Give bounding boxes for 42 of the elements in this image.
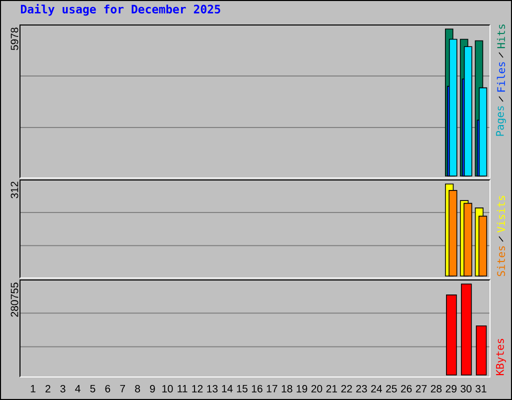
x-tick-label: 13 — [207, 385, 218, 392]
x-tick-label: 4 — [75, 385, 80, 392]
x-tick-label: 9 — [150, 385, 155, 392]
x-tick-label: 20 — [311, 385, 322, 392]
legend-label: Files — [496, 62, 506, 92]
bar — [464, 202, 472, 276]
x-tick-label: 29 — [446, 385, 456, 392]
x-tick-label: 11 — [178, 385, 188, 392]
x-tick-label: 30 — [460, 385, 472, 392]
x-tick-label: 24 — [371, 385, 382, 392]
x-tick-label: 26 — [401, 385, 412, 392]
x-tick-label: 14 — [222, 385, 233, 392]
x-tick-label: 18 — [282, 385, 292, 392]
x-tick-label: 12 — [192, 385, 203, 392]
x-tick-label: 22 — [341, 385, 352, 392]
x-tick-label: 17 — [266, 385, 278, 392]
x-tick-label: 6 — [105, 385, 110, 392]
legend-label: Pages — [496, 106, 506, 136]
text: 280755 — [10, 282, 18, 317]
x-tick-label: 28 — [430, 385, 442, 392]
text: 312 — [10, 182, 18, 198]
x-tick-label: 3 — [60, 385, 66, 392]
chart-title: Daily usage for December 2025 — [20, 4, 220, 16]
x-tick-label: 23 — [356, 385, 367, 392]
x-tick-label: 27 — [416, 385, 427, 392]
x-tick-label: 25 — [386, 385, 397, 392]
x-tick-label: 8 — [135, 385, 140, 392]
legend-label: Sites — [496, 246, 506, 276]
text: KBytes — [496, 338, 506, 376]
x-tick-label: 2 — [46, 385, 50, 392]
x-tick-label: 7 — [120, 385, 125, 392]
x-tick-label: 21 — [326, 385, 337, 392]
x-tick-label: 16 — [252, 385, 262, 392]
text: Visits — [496, 196, 506, 232]
text: Hits — [496, 24, 506, 48]
x-tick-label: 5 — [90, 385, 96, 392]
x-tick-label: 1 — [30, 385, 36, 392]
text: 5978 — [10, 28, 18, 50]
x-tick-label: 31 — [476, 385, 486, 392]
x-tick-label: 15 — [237, 385, 248, 392]
x-tick-label: 10 — [162, 385, 173, 392]
x-tick-label: 19 — [296, 385, 308, 392]
